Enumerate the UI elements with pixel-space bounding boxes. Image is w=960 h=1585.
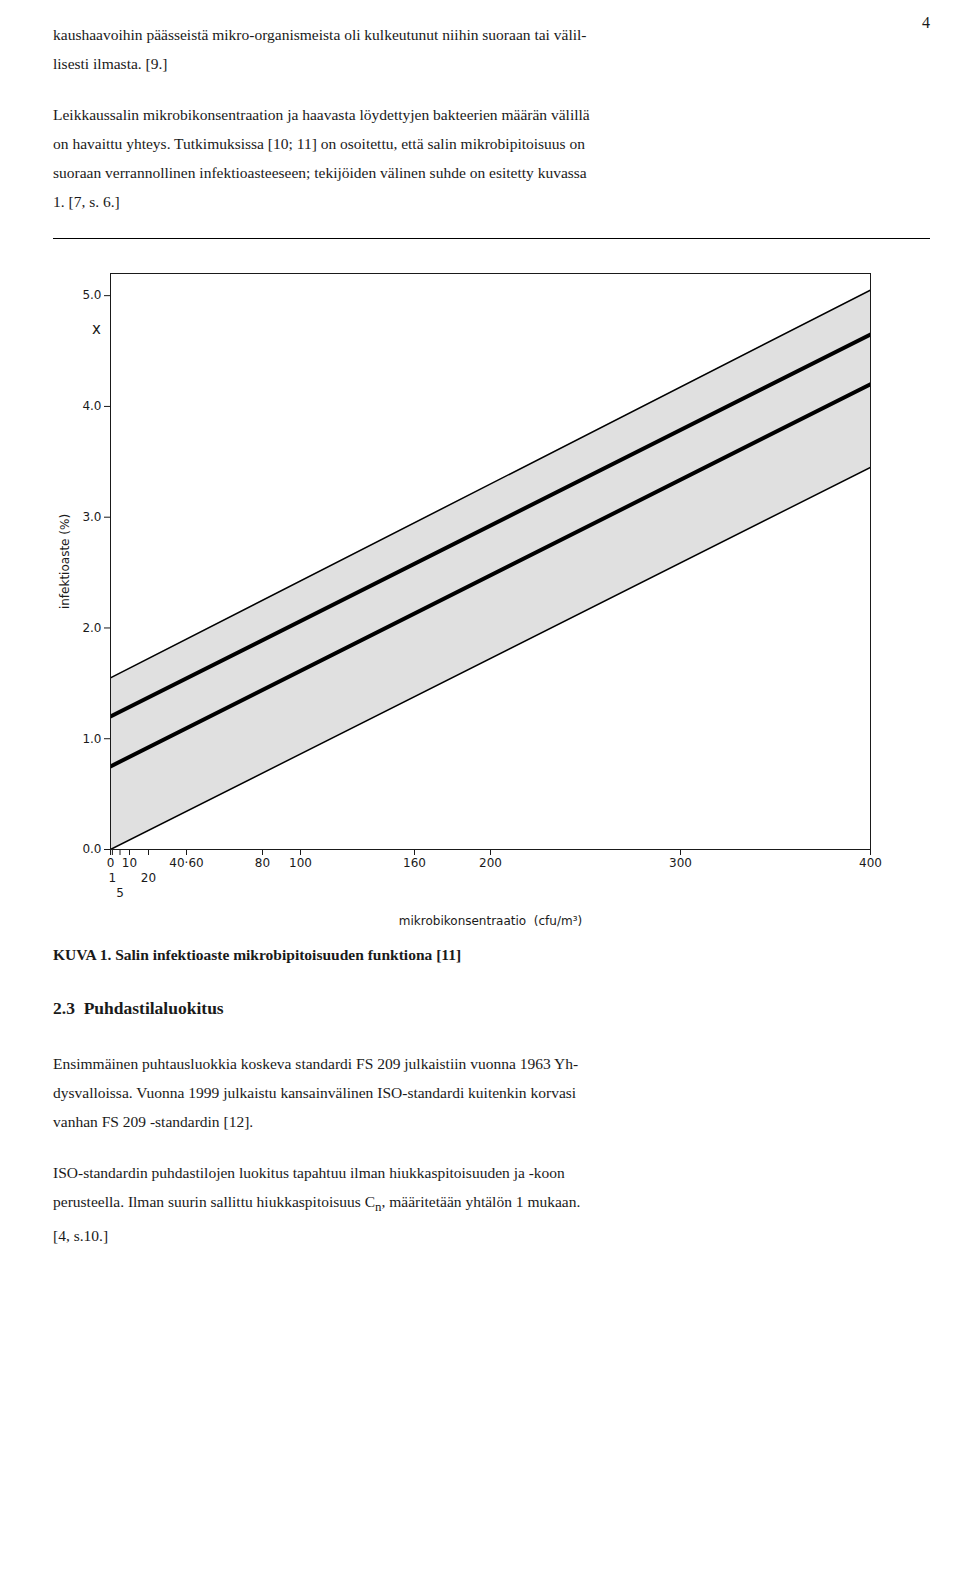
html-text:on havaittu yhteys. Tutkimuksi: on havaittu yhteys. Tutkimuksissa [10; 1…: [53, 135, 585, 152]
html-text:2.3 Puhdastilaluokitus: 2.3 Puhdastilaluokitus: [53, 998, 224, 1018]
svg-text:300: 300: [669, 856, 692, 870]
html-text:Ensimmäinen puhtausluokkia kos: Ensimmäinen puhtausluokkia koskeva stand…: [53, 1055, 579, 1072]
svg-text:5: 5: [116, 886, 124, 900]
svg-text:4.0: 4.0: [82, 399, 101, 413]
html-text:suoraan verrannollinen infekti: suoraan verrannollinen infektioasteeseen…: [53, 164, 587, 181]
html-text:dysvalloissa. Vuonna 1999 julk: dysvalloissa. Vuonna 1999 julkaistu kans…: [53, 1084, 577, 1101]
svg-text:100: 100: [289, 856, 312, 870]
svg-text:x: x: [92, 320, 101, 338]
svg-text:3.0: 3.0: [82, 510, 101, 524]
html-text:perusteella. Ilman suurin sall: perusteella. Ilman suurin sallittu hiukk…: [53, 1193, 581, 1215]
html-text:1. [7, s. 6.]: 1. [7, s. 6.]: [53, 193, 120, 210]
svg-text:1: 1: [109, 871, 117, 885]
html-text:ISO-standardin puhdastilojen l: ISO-standardin puhdastilojen luokitus ta…: [53, 1164, 565, 1181]
svg-text:40·60: 40·60: [169, 856, 203, 870]
svg-text:5.0: 5.0: [82, 288, 101, 302]
svg-text:1.0: 1.0: [82, 732, 101, 746]
svg-text:0: 0: [107, 856, 115, 870]
html-text:vanhan FS 209 -standardin [12]: vanhan FS 209 -standardin [12].: [53, 1113, 254, 1130]
svg-text:mikrobikonsentraatio (cfu/m³): mikrobikonsentraatio (cfu/m³): [399, 914, 582, 928]
html-text:4: 4: [922, 14, 930, 31]
svg-text:20: 20: [141, 871, 156, 885]
html-text:Leikkaussalin mikrobikonsentra: Leikkaussalin mikrobikonsentraation ja h…: [53, 106, 590, 123]
svg-text:infektioaste (%): infektioaste (%): [58, 514, 72, 609]
svg-text:400: 400: [859, 856, 882, 870]
svg-text:10: 10: [122, 856, 137, 870]
svg-text:160: 160: [403, 856, 426, 870]
svg-text:200: 200: [479, 856, 502, 870]
html-text:kaushaavoihin päässeistä mikro: kaushaavoihin päässeistä mikro-organisme…: [53, 26, 587, 43]
html-text:[4, s.10.]: [4, s.10.]: [53, 1227, 109, 1245]
html-text:KUVA 1. Salin infektioaste mik: KUVA 1. Salin infektioaste mikrobipitois…: [53, 946, 462, 963]
html-text:lisesti ilmasta. [9.]: lisesti ilmasta. [9.]: [53, 55, 168, 72]
svg-text:80: 80: [255, 856, 270, 870]
svg-text:0.0: 0.0: [82, 842, 101, 856]
svg-text:2.0: 2.0: [82, 621, 101, 635]
